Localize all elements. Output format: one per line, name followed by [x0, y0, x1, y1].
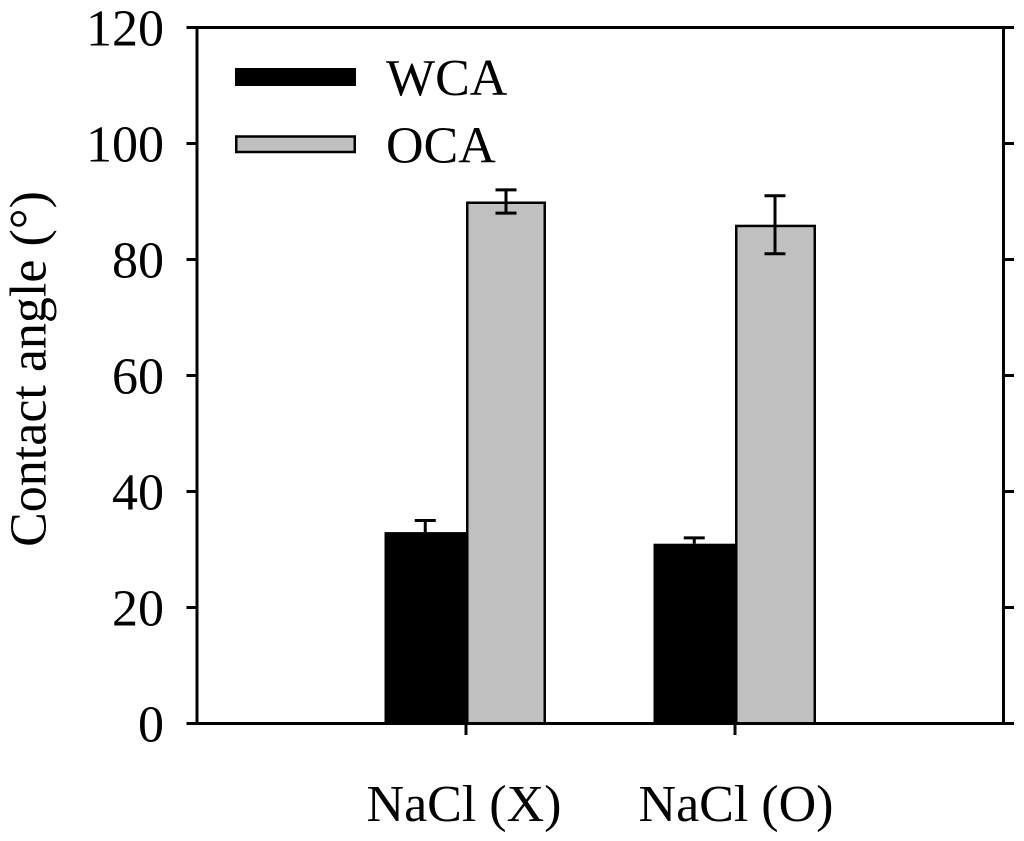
svg-text:OCA: OCA — [386, 118, 496, 175]
svg-text:Contact angle (°): Contact angle (°) — [1, 191, 58, 547]
svg-text:100: 100 — [86, 117, 164, 174]
svg-text:WCA: WCA — [386, 50, 508, 107]
svg-text:NaCl (X): NaCl (X) — [367, 776, 562, 833]
svg-text:80: 80 — [112, 233, 164, 290]
svg-text:40: 40 — [112, 465, 164, 522]
svg-text:20: 20 — [112, 581, 164, 638]
svg-text:120: 120 — [86, 1, 164, 58]
svg-text:0: 0 — [138, 697, 164, 754]
svg-text:60: 60 — [112, 349, 164, 406]
svg-text:NaCl (O): NaCl (O) — [639, 776, 834, 833]
